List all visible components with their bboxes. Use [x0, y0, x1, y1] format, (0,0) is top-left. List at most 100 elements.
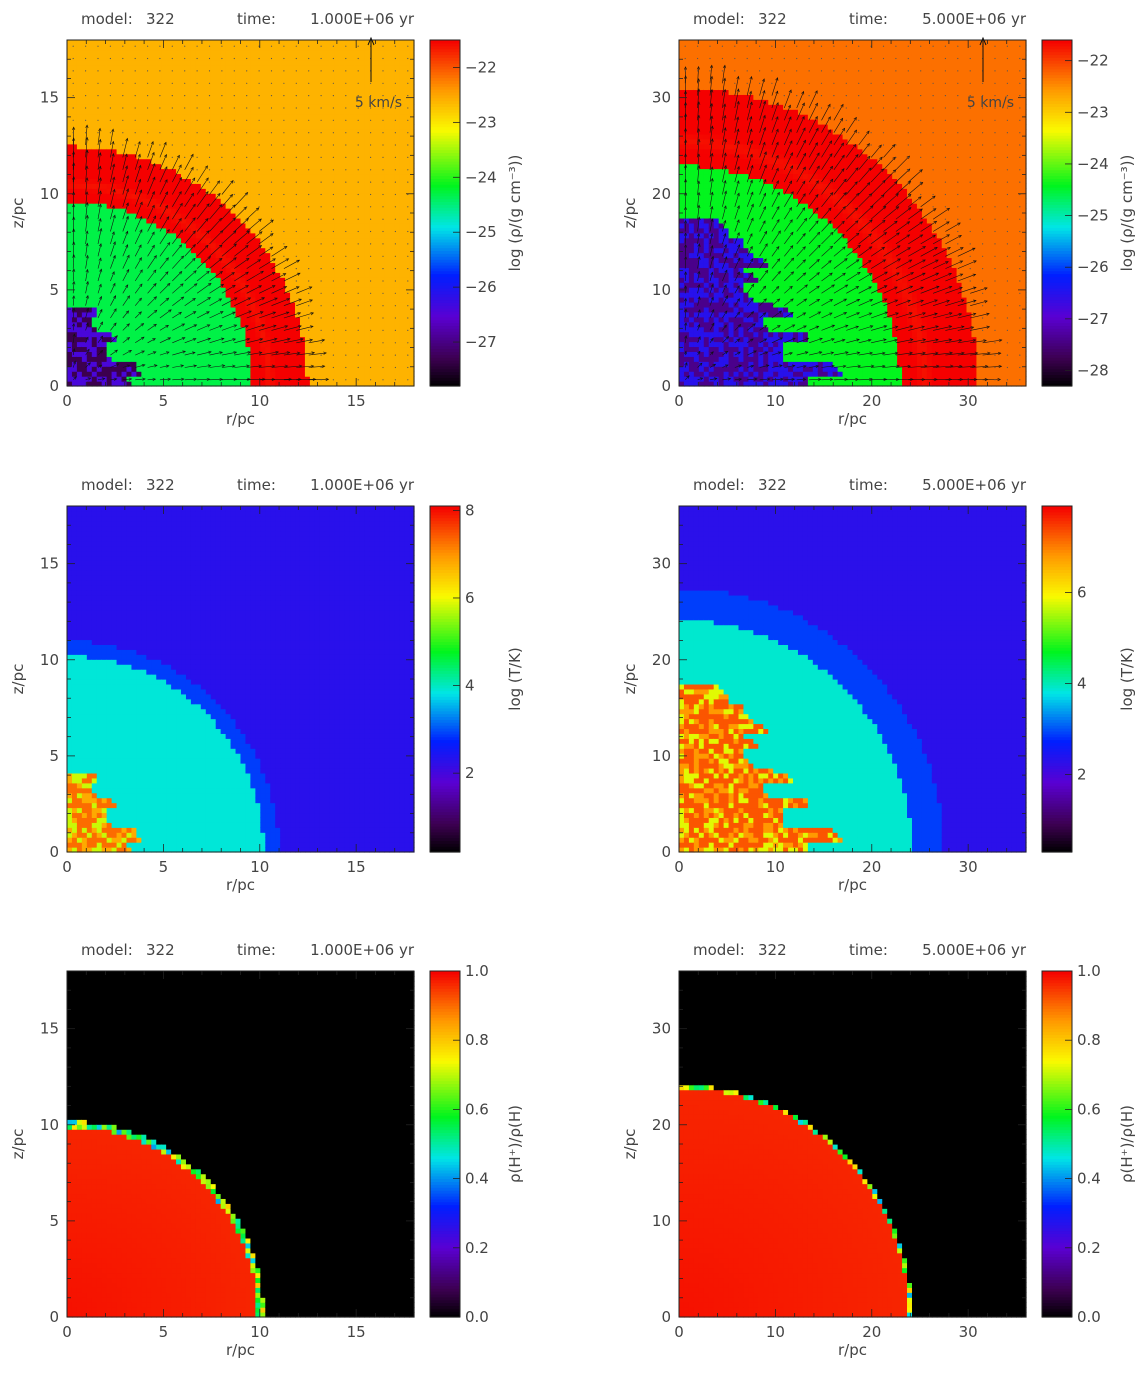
heatmap-cell: [186, 65, 192, 71]
heatmap-cell: [156, 307, 162, 313]
heatmap-cell: [221, 248, 227, 254]
heatmap-cell: [72, 238, 78, 244]
heatmap-cell: [250, 228, 256, 234]
heatmap-cell: [67, 169, 73, 175]
heatmap-cell: [201, 99, 207, 105]
heatmap-cell: [97, 104, 103, 110]
heatmap-cell: [117, 154, 123, 160]
heatmap-cell: [206, 208, 212, 214]
heatmap-cell: [181, 50, 187, 56]
heatmap-cell: [255, 144, 261, 150]
heatmap-cell: [166, 198, 172, 204]
heatmap-cell: [236, 84, 242, 90]
heatmap-cell: [226, 154, 232, 160]
heatmap-cell: [87, 70, 93, 76]
heatmap-cell: [87, 60, 93, 66]
heatmap-cell: [126, 70, 132, 76]
heatmap-cell: [191, 292, 197, 298]
heatmap-cell: [231, 287, 237, 293]
heatmap-cell: [206, 40, 212, 46]
heatmap-cell: [265, 317, 271, 323]
heatmap-cell: [67, 139, 73, 145]
heatmap-cell: [92, 342, 98, 348]
heatmap-cell: [211, 89, 217, 95]
heatmap-cell: [221, 159, 227, 165]
heatmap-cell: [201, 233, 207, 239]
heatmap-cell: [97, 114, 103, 120]
heatmap-cell: [141, 312, 147, 318]
heatmap-cell: [131, 144, 137, 150]
heatmap-cell: [141, 193, 147, 199]
heatmap-cell: [87, 233, 93, 239]
heatmap-cell: [102, 124, 108, 130]
heatmap-cell: [216, 238, 222, 244]
heatmap-cell: [156, 84, 162, 90]
heatmap-cell: [231, 154, 237, 160]
heatmap-cell: [156, 94, 162, 100]
heatmap-cell: [211, 223, 217, 229]
heatmap-cell: [241, 223, 247, 229]
heatmap-cell: [211, 84, 217, 90]
heatmap-cell: [216, 75, 222, 81]
heatmap-cell: [201, 376, 207, 382]
heatmap-cell: [166, 193, 172, 199]
heatmap-cell: [67, 262, 73, 268]
heatmap-cell: [122, 109, 128, 115]
heatmap-cell: [151, 70, 157, 76]
heatmap-cell: [245, 287, 251, 293]
heatmap-cell: [250, 257, 256, 263]
heatmap-cell: [250, 193, 256, 199]
heatmap-cell: [186, 332, 192, 338]
heatmap-cell: [67, 292, 73, 298]
heatmap-cell: [191, 327, 197, 333]
heatmap-cell: [216, 262, 222, 268]
heatmap-cell: [156, 40, 162, 46]
heatmap-cell: [191, 356, 197, 362]
heatmap-cell: [260, 376, 266, 382]
heatmap-cell: [211, 178, 217, 184]
heatmap-cell: [161, 307, 167, 313]
heatmap-cell: [231, 356, 237, 362]
heatmap-cell: [255, 50, 261, 56]
heatmap-cell: [156, 114, 162, 120]
heatmap-cell: [92, 277, 98, 283]
heatmap-cell: [171, 257, 177, 263]
heatmap-cell: [226, 70, 232, 76]
heatmap-cell: [102, 40, 108, 46]
heatmap-cell: [255, 75, 261, 81]
heatmap-cell: [171, 99, 177, 105]
heatmap-cell: [82, 317, 88, 323]
heatmap-cell: [201, 65, 207, 71]
heatmap-cell: [92, 80, 98, 86]
heatmap-cell: [146, 50, 152, 56]
heatmap-cell: [241, 218, 247, 224]
heatmap-cell: [206, 238, 212, 244]
heatmap-cell: [181, 248, 187, 254]
heatmap-cell: [87, 287, 93, 293]
heatmap-cell: [221, 292, 227, 298]
heatmap-cell: [126, 144, 132, 150]
heatmap-cell: [131, 253, 137, 259]
heatmap-cell: [126, 60, 132, 66]
heatmap-cell: [82, 60, 88, 66]
heatmap-cell: [131, 94, 137, 100]
heatmap-cell: [166, 60, 172, 66]
heatmap-cell: [67, 332, 73, 338]
heatmap-cell: [156, 55, 162, 61]
heatmap-cell: [112, 119, 118, 125]
heatmap-cell: [260, 346, 266, 352]
heatmap-cell: [156, 282, 162, 288]
heatmap-cell: [216, 119, 222, 125]
heatmap-cell: [236, 267, 242, 273]
heatmap-cell: [161, 287, 167, 293]
heatmap-cell: [260, 154, 266, 160]
heatmap-cell: [136, 253, 142, 259]
heatmap-cell: [156, 322, 162, 328]
heatmap-cell: [87, 257, 93, 263]
heatmap-cell: [102, 361, 108, 367]
heatmap-cell: [255, 356, 261, 362]
heatmap-cell: [245, 89, 251, 95]
heatmap-cell: [236, 346, 242, 352]
heatmap-cell: [206, 119, 212, 125]
heatmap-cell: [236, 188, 242, 194]
